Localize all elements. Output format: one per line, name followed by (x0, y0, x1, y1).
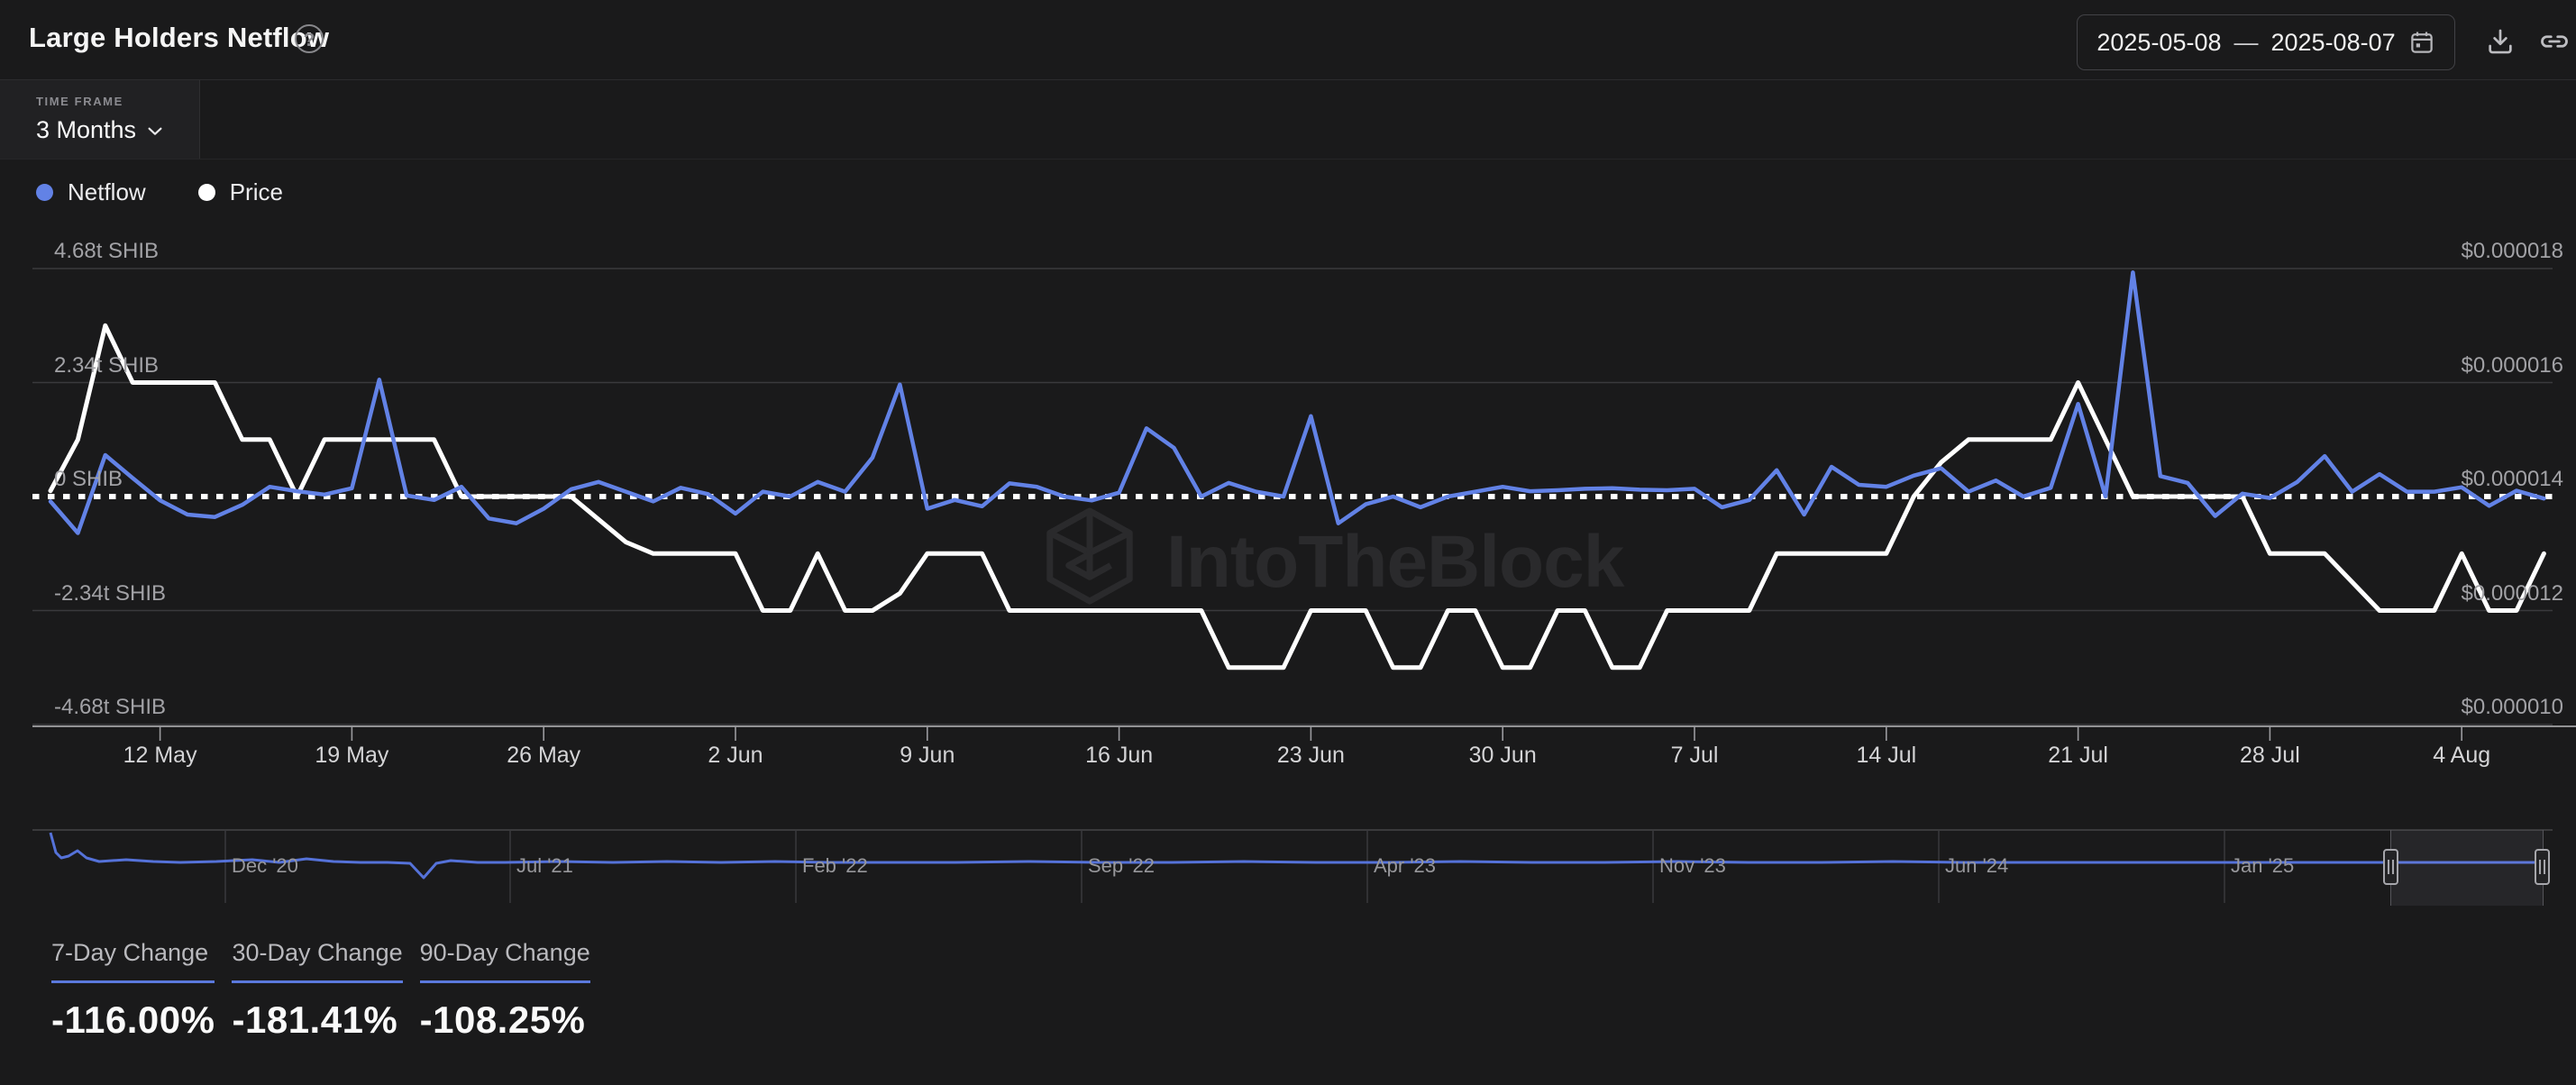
y-axis-right-label: $0.000012 (2461, 580, 2563, 606)
y-axis-right-label: $0.000016 (2461, 352, 2563, 378)
x-axis-label: 30 Jun (1468, 743, 1537, 768)
navigator-month-label: Jul '21 (516, 854, 573, 877)
legend-item-price[interactable]: Price (197, 178, 283, 206)
x-axis-label: 7 Jul (1670, 743, 1719, 768)
x-axis-label: 4 Aug (2433, 743, 2491, 768)
navigator-month-label: Jan '25 (2231, 854, 2295, 877)
y-axis-left-label: 4.68t SHIB (54, 239, 160, 263)
y-axis-left-label: 0 SHIB (54, 467, 123, 491)
calendar-icon (2408, 29, 2435, 56)
stat-label: 7-Day Change (51, 939, 215, 983)
legend-dot-price (197, 184, 215, 201)
y-axis-left-label: -4.68t SHIB (54, 695, 167, 719)
y-axis-right-label: $0.000018 (2461, 239, 2563, 263)
navigator-month-label: Sep '22 (1088, 854, 1155, 877)
stat-label: 30-Day Change (232, 939, 403, 983)
navigator-month-label: Dec '20 (232, 854, 298, 877)
legend: Netflow Price (36, 178, 283, 206)
page-title: Large Holders Netflow (29, 22, 330, 53)
stat-value: -108.25% (419, 998, 586, 1041)
download-icon[interactable] (2480, 22, 2520, 61)
x-axis-label: 2 Jun (708, 743, 763, 768)
navigator-right-handle[interactable] (2535, 849, 2550, 885)
time-frame-value: 3 Months (36, 116, 137, 143)
y-axis-right-label: $0.000010 (2461, 695, 2563, 719)
time-frame-dropdown[interactable]: TIME FRAME 3 Months (0, 80, 200, 159)
x-axis-label: 28 Jul (2240, 743, 2300, 768)
x-axis-label: 16 Jun (1085, 743, 1154, 768)
chevron-down-icon (145, 121, 165, 141)
date-start: 2025-05-08 (2096, 28, 2222, 56)
link-icon[interactable] (2535, 22, 2574, 61)
legend-label: Price (229, 178, 283, 205)
x-axis-label: 21 Jul (2048, 743, 2108, 768)
date-range-picker[interactable]: 2025-05-08 — 2025-08-07 (2077, 14, 2455, 70)
navigator-month-label: Jun '24 (1945, 854, 2009, 877)
stat-value: -116.00% (51, 998, 215, 1041)
x-axis-label: 19 May (315, 743, 389, 768)
change-stats: 7-Day Change -116.00% 30-Day Change -181.41… (51, 939, 590, 1042)
x-axis-label: 26 May (507, 743, 581, 768)
navigator-selection-window[interactable] (2390, 830, 2544, 906)
legend-label: Netflow (68, 178, 146, 205)
stat-90-day-change: 90-Day Change -108.25% (419, 939, 590, 1042)
date-separator: — (2233, 28, 2259, 56)
navigator-month-label: Nov '23 (1659, 854, 1726, 877)
navigator-month-label: Feb '22 (802, 854, 868, 877)
help-icon[interactable]: ? (295, 24, 324, 53)
time-frame-label: TIME FRAME (36, 95, 123, 108)
stat-value: -181.41% (232, 998, 398, 1041)
stat-30-day-change: 30-Day Change -181.41% (232, 939, 403, 1042)
x-axis-label: 23 Jun (1276, 743, 1345, 768)
y-axis-left-label: 2.34t SHIB (54, 352, 160, 378)
date-end: 2025-08-07 (2270, 28, 2396, 56)
legend-item-netflow[interactable]: Netflow (36, 178, 146, 206)
x-axis-label: 12 May (123, 743, 197, 768)
header: Large Holders Netflow ? 2025-05-08 — 202… (0, 0, 2576, 80)
toolbar-row: TIME FRAME 3 Months (0, 80, 2576, 160)
x-axis-label: 9 Jun (900, 743, 955, 768)
y-axis-left-label: -2.34t SHIB (54, 580, 167, 606)
navigator-month-label: Apr '23 (1374, 854, 1437, 877)
stat-label: 90-Day Change (419, 939, 590, 983)
legend-dot-netflow (36, 184, 53, 201)
stat-7-day-change: 7-Day Change -116.00% (51, 939, 215, 1042)
navigator-left-handle[interactable] (2383, 849, 2398, 885)
x-axis-label: 14 Jul (1856, 743, 1917, 768)
y-axis-right-label: $0.000014 (2461, 467, 2563, 491)
